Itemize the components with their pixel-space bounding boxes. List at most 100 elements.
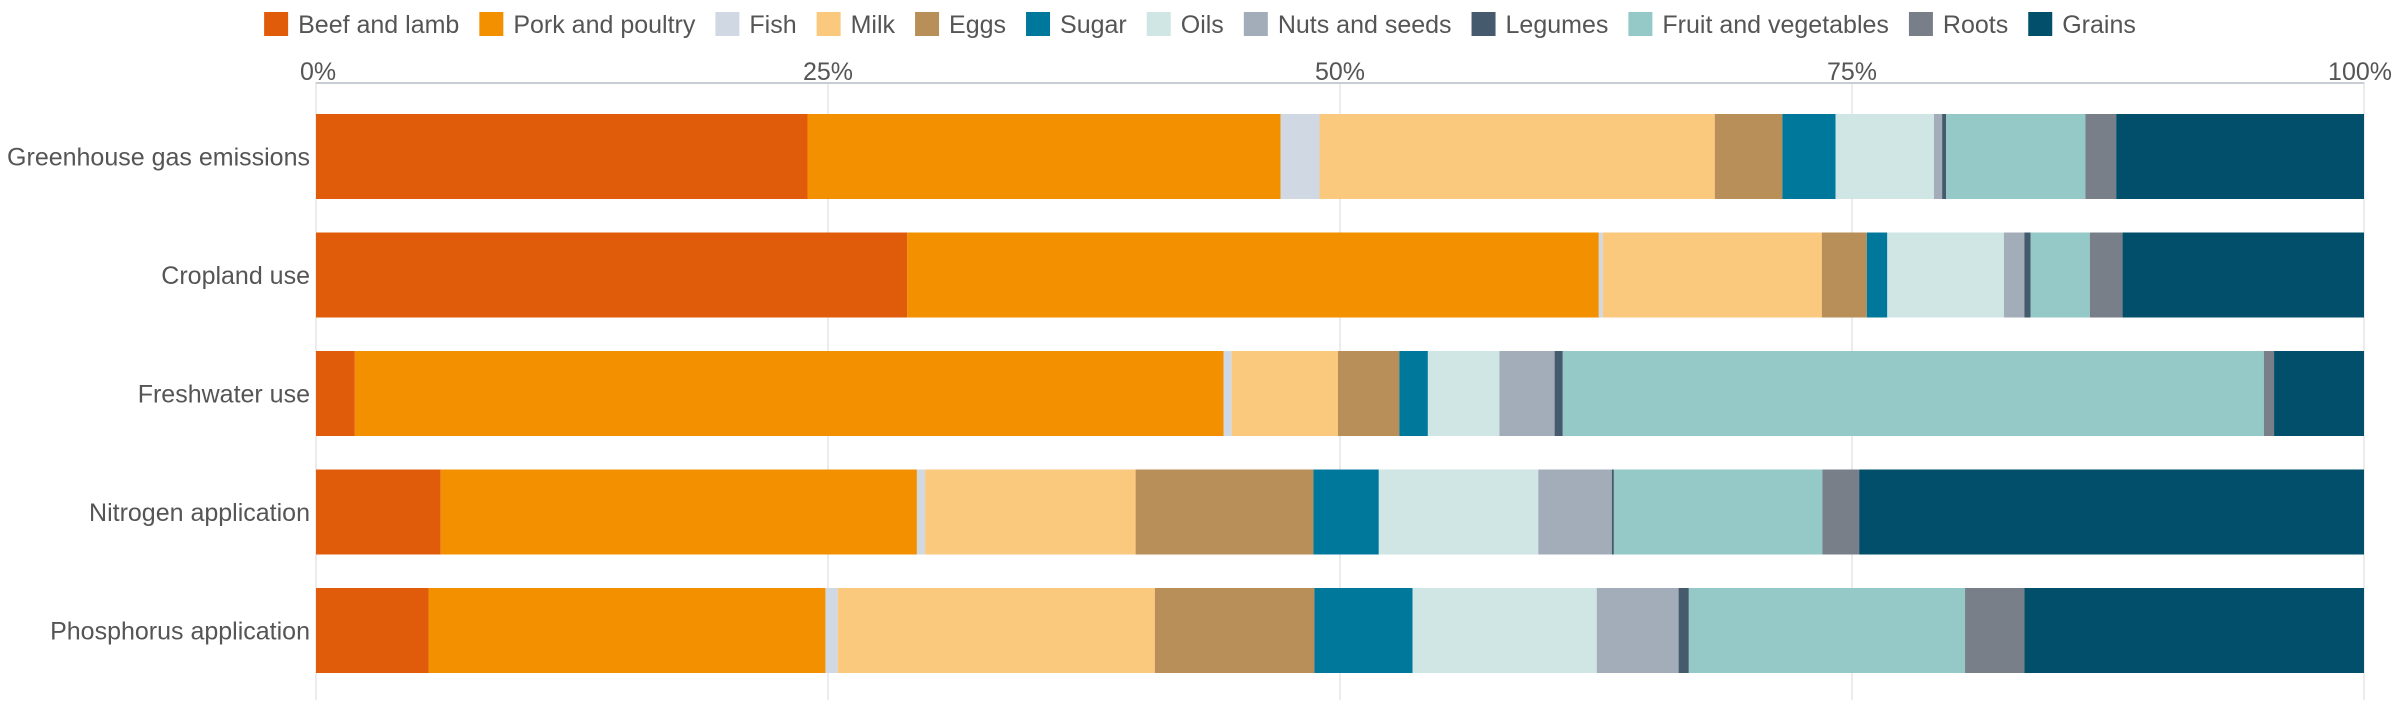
legend-item-legumes[interactable]: Legumes [1471,11,1609,39]
legend-item-oils[interactable]: Oils [1146,11,1224,39]
legend-swatch [479,12,504,36]
bar-nitrogen-application-beef-and-lamb[interactable] [316,469,441,555]
bar-phosphorus-application-grains[interactable] [2024,588,2364,673]
bar-cropland-use-sugar[interactable] [1866,232,1888,318]
bar-freshwater-use-grains[interactable] [2274,351,2364,436]
bar-cropland-use-fish[interactable] [1598,232,1603,318]
bar-phosphorus-application-eggs[interactable] [1154,588,1315,673]
legend-swatch [1146,12,1171,36]
bar-cropland-use-nuts-and-seeds[interactable] [2003,232,2025,318]
bar-nitrogen-application-sugar[interactable] [1313,469,1379,555]
bar-nitrogen-application-grains[interactable] [1859,469,2364,555]
bar-phosphorus-application-fruit-and-vegetables[interactable] [1688,588,1966,673]
bar-cropland-use-pork-and-poultry[interactable] [907,232,1599,318]
legend-item-roots[interactable]: Roots [1908,11,2008,39]
legend-item-sugar[interactable]: Sugar [1026,11,1127,39]
bar-nitrogen-application-pork-and-poultry[interactable] [440,469,917,555]
bar-greenhouse-gas-emissions-oils[interactable] [1835,114,1934,199]
legend-item-fish[interactable]: Fish [715,11,797,39]
legend-swatch [1243,12,1268,36]
legend-label: Nuts and seeds [1278,11,1452,39]
legend-label: Roots [1943,11,2008,39]
bar-phosphorus-application-nuts-and-seeds[interactable] [1596,588,1679,673]
bar-phosphorus-application-oils[interactable] [1412,588,1597,673]
bar-greenhouse-gas-emissions-grains[interactable] [2116,114,2364,199]
bar-cropland-use-oils[interactable] [1887,232,2004,318]
legend-swatch [264,12,289,36]
bars [316,114,2364,673]
bar-greenhouse-gas-emissions-legumes[interactable] [1942,114,1947,199]
bar-greenhouse-gas-emissions-roots[interactable] [2085,114,2117,199]
bar-nitrogen-application-fish[interactable] [916,469,926,555]
legend-item-milk[interactable]: Milk [816,11,896,39]
bar-freshwater-use-sugar[interactable] [1399,351,1428,436]
bar-nitrogen-application-roots[interactable] [1822,469,1860,555]
legend-item-eggs[interactable]: Eggs [915,11,1006,39]
bar-freshwater-use-legumes[interactable] [1554,351,1563,436]
bar-greenhouse-gas-emissions-sugar[interactable] [1782,114,1836,199]
legend-label: Milk [851,11,896,39]
legend-item-nuts-and-seeds[interactable]: Nuts and seeds [1243,11,1452,39]
bar-greenhouse-gas-emissions-beef-and-lamb[interactable] [316,114,808,199]
bar-phosphorus-application-fish[interactable] [825,588,838,673]
x-tick-label: 25% [803,58,853,86]
bar-greenhouse-gas-emissions-fish[interactable] [1280,114,1320,199]
legend-swatch [1026,12,1051,36]
legend-label: Sugar [1060,11,1127,39]
bar-freshwater-use-beef-and-lamb[interactable] [316,351,355,436]
category-label: Phosphorus application [50,618,310,646]
category-labels: Greenhouse gas emissions Cropland use Fres… [7,144,310,646]
bar-nitrogen-application-nuts-and-seeds[interactable] [1538,469,1612,555]
legend-item-pork-and-poultry[interactable]: Pork and poultry [479,11,696,39]
legend-item-beef-and-lamb[interactable]: Beef and lamb [264,11,459,39]
legend-item-fruit-and-vegetables[interactable]: Fruit and vegetables [1628,11,1889,39]
bar-greenhouse-gas-emissions-nuts-and-seeds[interactable] [1933,114,1943,199]
bar-freshwater-use-milk[interactable] [1231,351,1338,436]
category-label: Freshwater use [138,381,310,409]
legend-label: Beef and lamb [298,11,459,39]
bar-greenhouse-gas-emissions-pork-and-poultry[interactable] [807,114,1281,199]
bar-cropland-use-legumes[interactable] [2024,232,2031,318]
bar-cropland-use-eggs[interactable] [1821,232,1867,318]
x-tick-label: 100% [2328,58,2392,86]
legend-swatch [2028,12,2053,36]
bar-freshwater-use-eggs[interactable] [1337,351,1400,436]
bar-freshwater-use-fish[interactable] [1223,351,1232,436]
bar-phosphorus-application-milk[interactable] [837,588,1155,673]
legend-label: Fruit and vegetables [1662,11,1889,39]
legend-swatch [915,12,940,36]
bar-greenhouse-gas-emissions-milk[interactable] [1319,114,1715,199]
bar-cropland-use-roots[interactable] [2089,232,2123,318]
bar-freshwater-use-roots[interactable] [2263,351,2275,436]
bar-cropland-use-milk[interactable] [1602,232,1822,318]
legend-item-grains[interactable]: Grains [2028,11,2136,39]
category-label: Greenhouse gas emissions [7,144,310,172]
bar-greenhouse-gas-emissions-fruit-and-vegetables[interactable] [1946,114,2086,199]
legend-label: Legumes [1506,11,1609,39]
bar-nitrogen-application-legumes[interactable] [1611,469,1614,555]
legend-label: Fish [749,11,796,39]
category-label: Cropland use [161,262,310,290]
bar-phosphorus-application-pork-and-poultry[interactable] [428,588,826,673]
bar-cropland-use-fruit-and-vegetables[interactable] [2030,232,2090,318]
legend-label: Pork and poultry [513,11,696,39]
bar-greenhouse-gas-emissions-eggs[interactable] [1714,114,1783,199]
bar-nitrogen-application-fruit-and-vegetables[interactable] [1613,469,1823,555]
bar-freshwater-use-fruit-and-vegetables[interactable] [1562,351,2264,436]
bar-nitrogen-application-oils[interactable] [1378,469,1539,555]
bar-nitrogen-application-eggs[interactable] [1135,469,1314,555]
bar-nitrogen-application-milk[interactable] [925,469,1136,555]
bar-phosphorus-application-sugar[interactable] [1314,588,1413,673]
bar-freshwater-use-pork-and-poultry[interactable] [354,351,1224,436]
bar-cropland-use-grains[interactable] [2122,232,2364,318]
bar-freshwater-use-nuts-and-seeds[interactable] [1499,351,1555,436]
bar-phosphorus-application-legumes[interactable] [1678,588,1689,673]
bar-phosphorus-application-beef-and-lamb[interactable] [316,588,429,673]
bar-phosphorus-application-roots[interactable] [1965,588,2025,673]
bar-cropland-use-beef-and-lamb[interactable] [316,232,908,318]
legend-swatch [816,12,841,36]
category-label: Nitrogen application [89,499,310,527]
bar-freshwater-use-oils[interactable] [1427,351,1500,436]
legend-label: Eggs [949,11,1006,39]
